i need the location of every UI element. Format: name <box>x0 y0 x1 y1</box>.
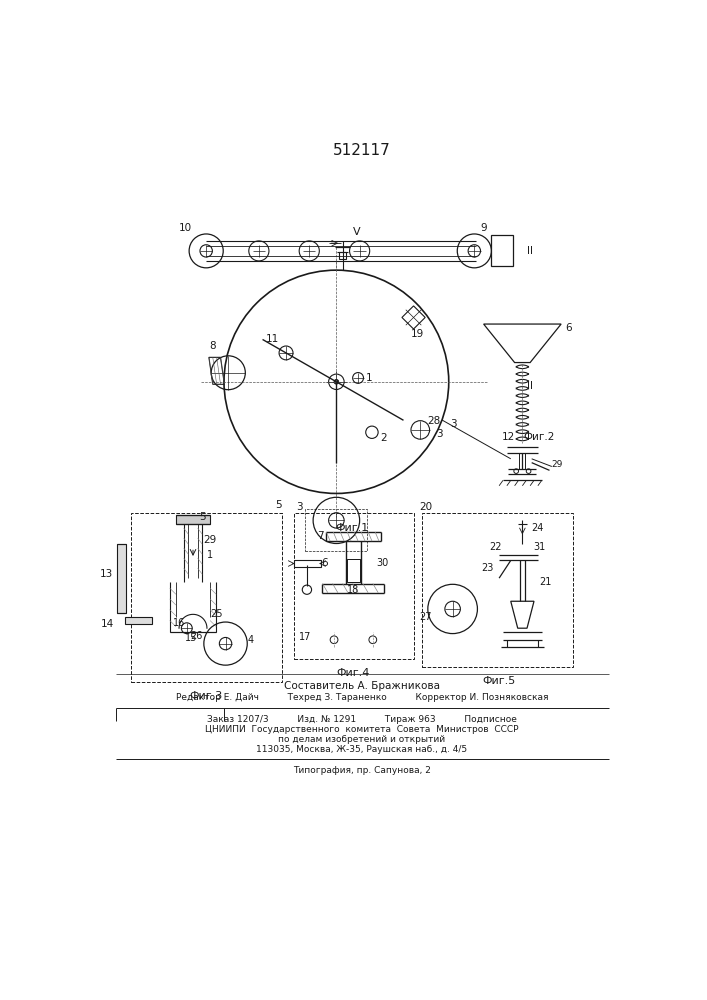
Text: 9: 9 <box>480 223 487 233</box>
Text: 22: 22 <box>489 542 501 552</box>
Text: 19: 19 <box>411 329 424 339</box>
Bar <box>421 513 573 667</box>
Text: 2: 2 <box>380 433 387 443</box>
Text: 15: 15 <box>185 633 198 643</box>
Text: 21: 21 <box>539 577 551 587</box>
Text: по делам изобретений и открытий: по делам изобретений и открытий <box>279 735 445 744</box>
Text: Фиг.3: Фиг.3 <box>189 691 223 701</box>
Text: Заказ 1207/3          Изд. № 1291          Тираж 963          Подписное: Заказ 1207/3 Изд. № 1291 Тираж 963 Подпи… <box>207 715 517 724</box>
Text: 6: 6 <box>322 558 328 568</box>
Text: 3: 3 <box>297 502 303 512</box>
Text: V: V <box>353 227 361 237</box>
Text: 8: 8 <box>209 341 216 351</box>
Bar <box>491 235 513 266</box>
Text: 30: 30 <box>377 558 389 568</box>
Text: 3: 3 <box>436 429 443 439</box>
Text: Составитель А. Бражникова: Составитель А. Бражникова <box>284 681 440 691</box>
Text: 14: 14 <box>101 619 115 629</box>
Text: 29: 29 <box>551 460 563 469</box>
Text: 23: 23 <box>481 563 493 573</box>
Bar <box>339 252 346 259</box>
Text: Фиг.2: Фиг.2 <box>524 432 555 442</box>
Bar <box>176 515 210 524</box>
Text: 10: 10 <box>179 223 192 233</box>
Text: 113035, Москва, Ж-35, Раушская наб., д. 4/5: 113035, Москва, Ж-35, Раушская наб., д. … <box>257 745 467 754</box>
Text: 17: 17 <box>299 632 312 642</box>
Bar <box>131 513 282 682</box>
Text: 3: 3 <box>450 419 457 429</box>
Bar <box>125 617 152 624</box>
Text: Типография, пр. Сапунова, 2: Типография, пр. Сапунова, 2 <box>293 766 431 775</box>
Text: 12: 12 <box>502 432 515 442</box>
Text: Фиг.5: Фиг.5 <box>482 676 515 686</box>
Text: 29: 29 <box>204 535 216 545</box>
Text: 512117: 512117 <box>333 143 391 158</box>
Circle shape <box>334 379 339 384</box>
Text: 28: 28 <box>428 416 441 426</box>
Text: 4: 4 <box>247 635 253 645</box>
Text: Фиг.1: Фиг.1 <box>335 523 368 533</box>
Text: 26: 26 <box>190 631 202 641</box>
Bar <box>305 509 368 551</box>
Text: 16: 16 <box>173 618 185 628</box>
Text: 6: 6 <box>566 323 572 333</box>
Bar <box>293 513 414 659</box>
Text: 5: 5 <box>199 512 206 522</box>
Text: 18: 18 <box>347 585 360 595</box>
Bar <box>293 560 321 567</box>
Text: 13: 13 <box>100 569 113 579</box>
Text: ЦНИИПИ  Государственного  комитета  Совета  Министров  СССР: ЦНИИПИ Государственного комитета Совета … <box>205 725 519 734</box>
Text: 5: 5 <box>275 500 281 510</box>
Bar <box>347 559 360 582</box>
Text: Фиг.4: Фиг.4 <box>337 668 370 678</box>
Text: II: II <box>527 381 533 391</box>
Text: 27: 27 <box>419 612 432 622</box>
Text: 31: 31 <box>533 542 546 552</box>
Text: 24: 24 <box>532 523 544 533</box>
Text: 7: 7 <box>317 531 325 541</box>
Text: 20: 20 <box>419 502 432 512</box>
Text: 1: 1 <box>207 550 213 560</box>
Text: Редактор Е. Дайч          Техред З. Тараненко          Корректор И. Позняковская: Редактор Е. Дайч Техред З. Тараненко Кор… <box>176 693 548 702</box>
Text: 25: 25 <box>210 609 223 619</box>
Text: II: II <box>527 246 533 256</box>
Text: 1: 1 <box>366 373 373 383</box>
Text: 11: 11 <box>265 334 279 344</box>
Bar <box>117 544 127 613</box>
